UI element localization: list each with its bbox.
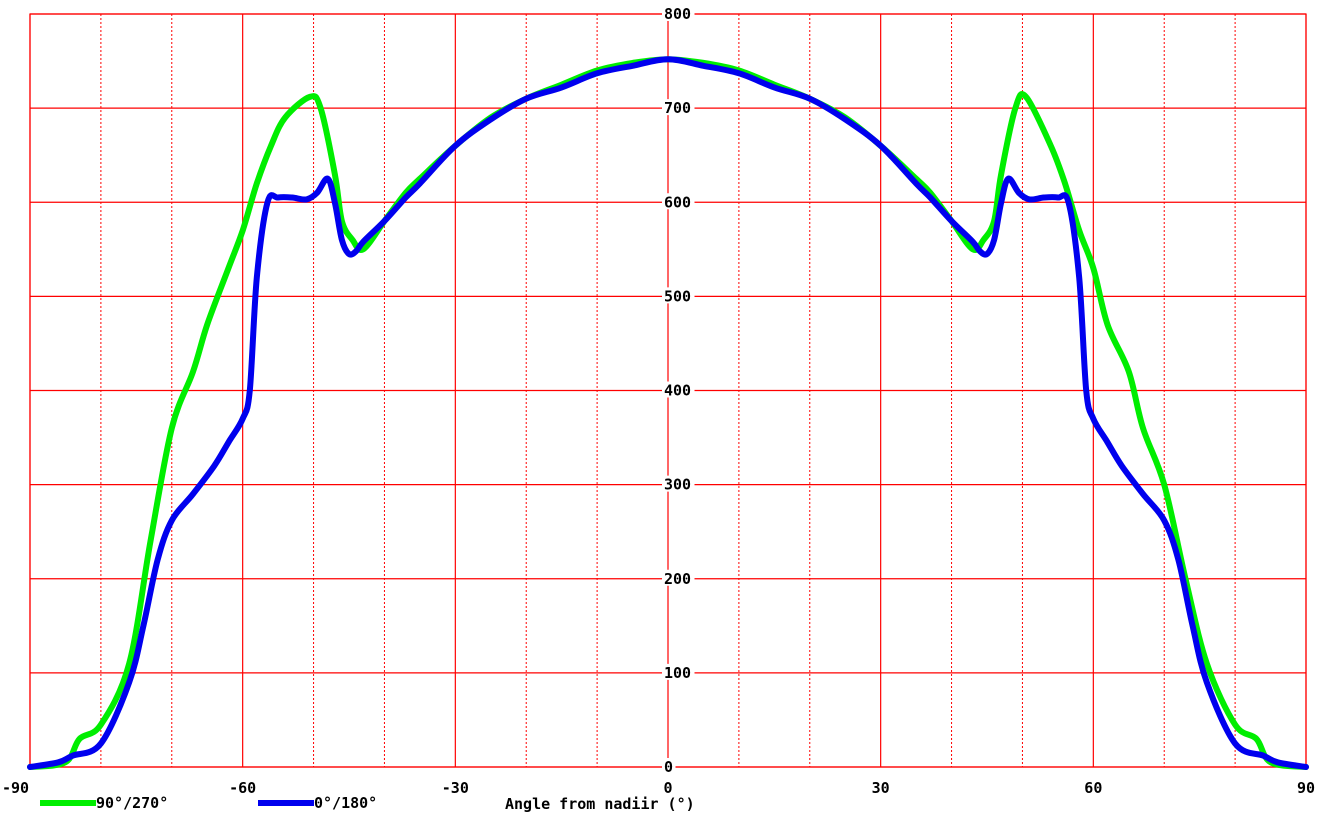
y-tick-label-bg [662, 569, 695, 586]
x-tick-label: -90 [2, 779, 29, 797]
legend: 90°/270° 0°/180° [40, 794, 377, 812]
x-tick-label: 0 [663, 779, 672, 797]
y-tick-label: 300 [664, 476, 691, 494]
y-tick-label: 700 [664, 99, 691, 117]
y-tick-label-bg [662, 193, 695, 210]
y-tick-label-bg [662, 758, 676, 774]
y-tick-label: 0 [664, 758, 673, 776]
series-line-1 [27, 56, 1309, 770]
series-layer [27, 56, 1309, 770]
x-tick-labels: -90 -60 -30 0 30 60 90 [2, 779, 1315, 797]
x-tick-label: 30 [872, 779, 890, 797]
x-axis-title: Angle from nadiir (°) [505, 795, 695, 813]
x-tick-label: 90 [1297, 779, 1315, 797]
y-tick-labels: 0 100 200 300 400 500 600 700 800 [662, 5, 695, 776]
x-tick-label: -30 [442, 779, 469, 797]
y-tick-label-bg [662, 287, 695, 304]
y-tick-label-bg [662, 381, 695, 398]
y-tick-label: 800 [664, 5, 691, 23]
y-tick-label-bg [662, 5, 695, 21]
y-tick-label-bg [662, 663, 695, 680]
y-tick-label: 600 [664, 193, 691, 211]
legend-label: 0°/180° [314, 794, 377, 812]
y-tick-label-bg [662, 99, 695, 116]
y-tick-label: 100 [664, 664, 691, 682]
y-tick-label-bg [662, 475, 695, 492]
x-tick-label: 60 [1084, 779, 1102, 797]
legend-label: 90°/270° [96, 794, 168, 812]
y-tick-label: 500 [664, 287, 691, 305]
x-tick-label: -60 [229, 779, 256, 797]
y-tick-label: 200 [664, 570, 691, 588]
y-tick-label: 400 [664, 382, 691, 400]
